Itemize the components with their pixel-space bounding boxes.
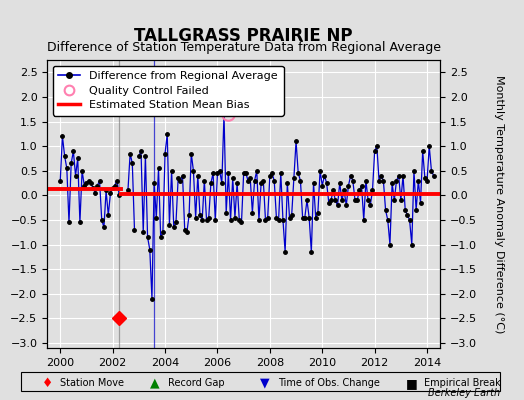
Text: ♦: ♦ <box>41 377 53 390</box>
Y-axis label: Monthly Temperature Anomaly Difference (°C): Monthly Temperature Anomaly Difference (… <box>494 75 504 333</box>
Text: Record Gap: Record Gap <box>168 378 224 388</box>
Title: TALLGRASS PRAIRIE NP: TALLGRASS PRAIRIE NP <box>135 26 353 44</box>
Text: Berkeley Earth: Berkeley Earth <box>428 388 500 398</box>
Text: Time of Obs. Change: Time of Obs. Change <box>278 378 379 388</box>
Text: ▼: ▼ <box>260 377 269 390</box>
Text: Empirical Break: Empirical Break <box>424 378 501 388</box>
Text: ■: ■ <box>406 377 417 390</box>
Text: Difference of Station Temperature Data from Regional Average: Difference of Station Temperature Data f… <box>47 41 441 54</box>
Text: Station Move: Station Move <box>60 378 124 388</box>
Legend: Difference from Regional Average, Quality Control Failed, Estimated Station Mean: Difference from Regional Average, Qualit… <box>53 66 283 116</box>
Text: ▲: ▲ <box>150 377 159 390</box>
